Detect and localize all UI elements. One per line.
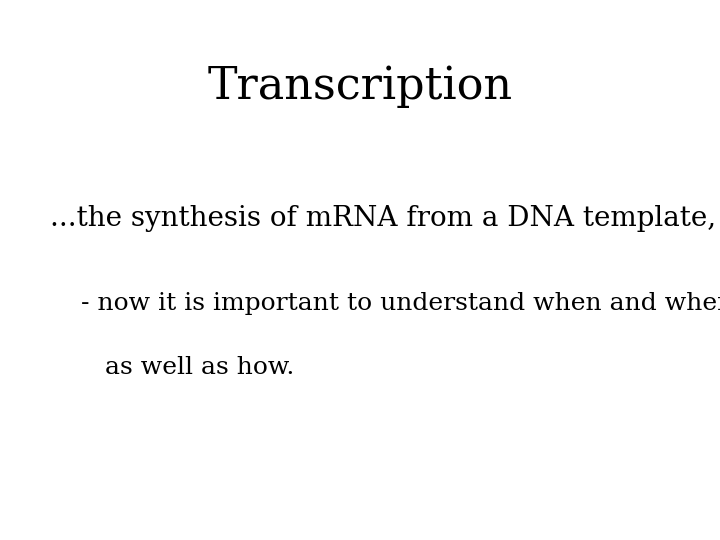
Text: Transcription: Transcription [207, 65, 513, 108]
Text: ...the synthesis of mRNA from a DNA template,: ...the synthesis of mRNA from a DNA temp… [50, 205, 716, 232]
Text: - now it is important to understand when and where,: - now it is important to understand when… [65, 292, 720, 315]
Text: as well as how.: as well as how. [65, 356, 294, 380]
